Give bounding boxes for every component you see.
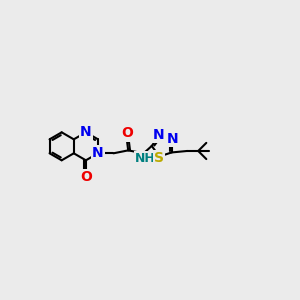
Text: N: N [80,125,92,139]
Text: O: O [80,170,92,184]
Text: S: S [154,151,164,165]
Text: N: N [92,146,104,160]
Text: N: N [167,132,178,146]
Text: N: N [153,128,164,142]
Text: O: O [122,126,134,140]
Text: NH: NH [135,152,156,165]
